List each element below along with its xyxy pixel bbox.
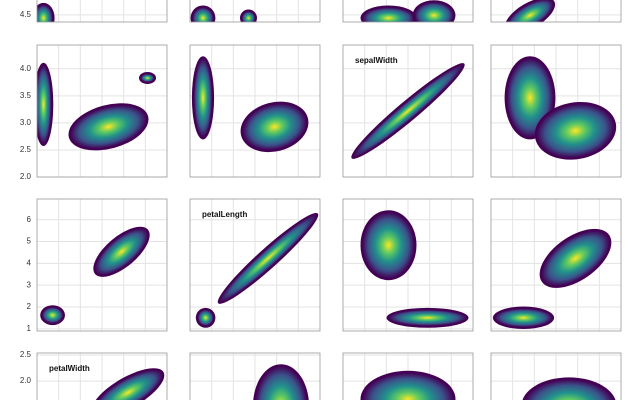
density-blob xyxy=(192,7,214,22)
panel-border xyxy=(342,0,474,23)
panel-border xyxy=(342,198,474,332)
panel xyxy=(191,56,309,153)
panel xyxy=(504,0,556,22)
diagonal-label: petalWidth xyxy=(49,364,90,373)
panel xyxy=(360,0,456,22)
panel xyxy=(504,56,617,160)
panel xyxy=(190,5,257,22)
density-blob xyxy=(524,379,614,400)
y-tick-label: 1 xyxy=(27,324,32,333)
panel xyxy=(40,226,150,326)
panel-border xyxy=(36,44,168,178)
panel-border xyxy=(342,44,474,178)
y-tick-label: 6 xyxy=(27,215,32,224)
density-blob xyxy=(494,308,553,328)
panel xyxy=(492,228,612,330)
density-blob xyxy=(362,372,454,400)
panel xyxy=(195,212,319,328)
panel-border xyxy=(36,198,168,332)
y-tick-label: 3 xyxy=(27,280,32,289)
y-tick-label: 2.5 xyxy=(20,350,32,359)
density-blob xyxy=(255,366,307,400)
density-blob xyxy=(219,214,317,303)
panel-border xyxy=(36,352,168,400)
panel xyxy=(37,62,156,151)
y-tick-label: 2.0 xyxy=(20,172,32,181)
y-tick-label: 2.0 xyxy=(20,376,32,385)
density-blob xyxy=(242,103,307,151)
density-blob xyxy=(541,230,610,287)
panel-border xyxy=(490,198,622,332)
y-tick-label: 4.0 xyxy=(20,64,32,73)
y-tick-label: 2.5 xyxy=(20,145,32,154)
panel-border xyxy=(490,0,622,23)
panel-border xyxy=(189,198,321,332)
panel xyxy=(351,63,465,159)
panel-border xyxy=(189,0,321,23)
density-blob xyxy=(193,58,213,138)
panel xyxy=(360,370,456,400)
panel xyxy=(360,210,469,328)
density-blob xyxy=(388,309,467,326)
panel-border xyxy=(36,0,168,23)
density-blob xyxy=(95,228,148,276)
density-blob xyxy=(506,0,554,22)
y-tick-label: 5 xyxy=(27,237,32,246)
density-blob xyxy=(414,2,454,22)
panel-border xyxy=(189,44,321,178)
diagonal-label: petalLength xyxy=(202,210,247,219)
density-blob xyxy=(70,105,147,149)
panel xyxy=(91,368,165,400)
density-blob xyxy=(536,103,615,158)
y-tick-label: 3.5 xyxy=(20,91,32,100)
diagonal-label: sepalWidth xyxy=(355,56,398,65)
panel-border xyxy=(342,352,474,400)
density-blob xyxy=(42,307,63,324)
density-blob xyxy=(37,4,53,22)
panel-border xyxy=(490,352,622,400)
panel-border xyxy=(189,352,321,400)
panel xyxy=(522,377,616,400)
panel-border xyxy=(490,44,622,178)
density-blob xyxy=(362,212,415,279)
y-tick-label: 4 xyxy=(27,258,32,267)
y-tick-label: 2 xyxy=(27,302,32,311)
density-blob xyxy=(197,309,214,326)
density-blob xyxy=(242,11,255,22)
y-tick-label: 3.0 xyxy=(20,118,32,127)
y-tick-label: 4.5 xyxy=(20,10,32,19)
panel xyxy=(37,2,55,22)
density-blob xyxy=(506,58,554,138)
density-blob xyxy=(362,7,415,22)
density-blob xyxy=(37,64,52,144)
density-blob xyxy=(141,74,154,82)
panel xyxy=(253,364,309,400)
density-blob xyxy=(352,64,464,158)
density-blob xyxy=(93,369,163,400)
